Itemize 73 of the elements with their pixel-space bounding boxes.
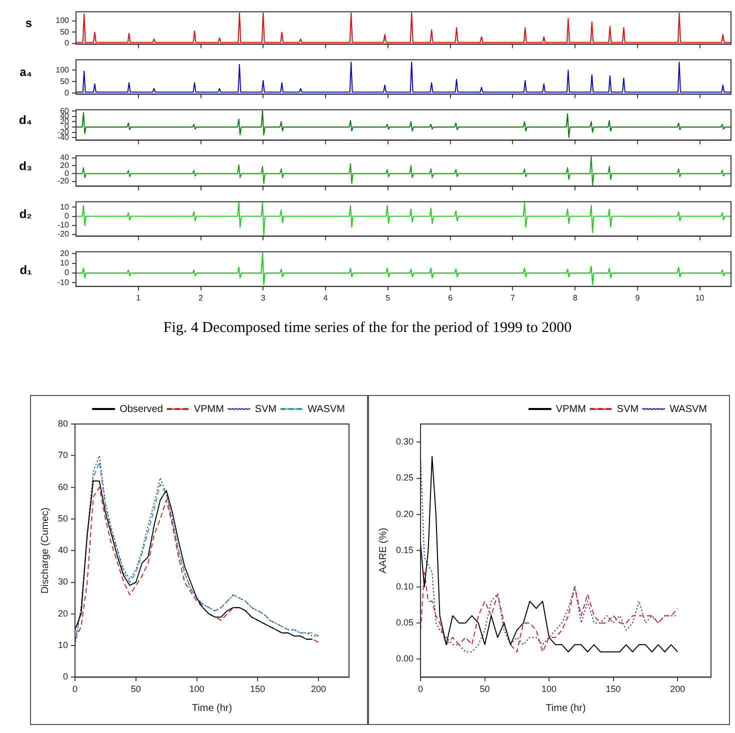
y-tick-label: 60 [58, 482, 68, 492]
y-tick-label: 20 [58, 608, 68, 618]
x-tick-label: 1 [136, 293, 142, 302]
y-axis-title: a₄ [18, 65, 32, 79]
y-axis-title: d₃ [18, 159, 32, 173]
y-axis-title: d₄ [18, 113, 32, 127]
y-tick-label: 0.25 [396, 472, 414, 483]
y-tick-label: 10 [60, 202, 70, 212]
y-tick-label: 0 [64, 268, 70, 278]
y-tick-label: 0.15 [396, 545, 414, 556]
line-series [420, 572, 678, 652]
y-tick-label: 100 [56, 16, 70, 26]
y-tick-label: 30 [58, 576, 68, 587]
legend-label: VPMM [556, 404, 586, 415]
y-tick-label: 50 [60, 27, 70, 36]
x-tick-label: 2 [198, 293, 204, 302]
y-tick-label: 0 [64, 211, 70, 220]
y-axis-title: d₂ [18, 207, 32, 221]
y-tick-label: 10 [60, 258, 70, 268]
y-tick-label: 10 [58, 640, 68, 650]
y-tick-label: -10 [57, 278, 70, 287]
x-tick-label: 200 [670, 684, 686, 694]
legend-label: SVM [616, 404, 639, 415]
x-tick-label: 150 [606, 684, 621, 694]
y-tick-label: -10 [57, 220, 70, 230]
x-tick-label: 200 [311, 684, 326, 694]
y-tick-label: -20 [57, 176, 70, 186]
x-tick-label: 10 [695, 293, 705, 302]
y-tick-label: 0.30 [396, 436, 414, 447]
x-tick-label: 3 [260, 293, 266, 302]
y-tick-label: 40 [60, 152, 70, 162]
y-tick-label: 20 [60, 248, 70, 258]
y-tick-label: 100 [56, 65, 70, 74]
y-axis-title: s [24, 16, 32, 30]
legend-label: WASVM [670, 404, 708, 415]
y-tick-label: 80 [58, 418, 68, 428]
x-tick-label: 100 [542, 684, 557, 694]
x-tick-label: 50 [130, 684, 141, 694]
x-tick-label: 150 [250, 684, 266, 694]
y-axis-title: AARE (%) [378, 528, 389, 574]
y-tick-label: 0 [62, 672, 68, 682]
legend-label: SVM [254, 404, 277, 415]
y-tick-label: 0.20 [396, 508, 414, 519]
y-tick-label: 0 [64, 88, 70, 98]
y-tick-label: 0.00 [396, 654, 414, 664]
y-tick-label: 40 [58, 545, 68, 556]
x-tick-label: 7 [510, 293, 516, 302]
caption: Fig. 4 Decomposed time series of the for the period of 1999 to 2000 [162, 320, 573, 337]
x-tick-label: 5 [386, 293, 391, 302]
y-tick-label: 0 [64, 38, 70, 48]
y-axis-title: d₁ [18, 263, 32, 277]
x-tick-label: 8 [572, 293, 578, 302]
x-tick-label: 0 [72, 684, 78, 694]
y-tick-label: 0 [64, 168, 70, 178]
x-tick-label: 6 [448, 293, 454, 302]
y-tick-label: -20 [57, 230, 70, 239]
x-tick-label: 100 [189, 684, 204, 694]
y-tick-label: 20 [60, 160, 70, 170]
y-tick-label: 50 [60, 76, 70, 86]
x-tick-label: 50 [480, 684, 490, 694]
x-axis-title: Time (hr) [546, 702, 586, 714]
x-axis-title: Time (hr) [192, 702, 232, 714]
y-tick-label: 0.05 [396, 617, 414, 628]
legend-label: VPMM [194, 404, 224, 415]
x-tick-label: 9 [635, 293, 640, 302]
y-axis-title: Discharge (Cumec) [40, 508, 51, 594]
legend-label: WASVM [308, 404, 346, 415]
y-tick-label: 70 [58, 450, 68, 460]
legend-label: Observed [120, 404, 163, 415]
x-tick-label: 4 [323, 293, 328, 302]
x-tick-label: 0 [418, 684, 424, 694]
y-tick-label: 50 [58, 513, 68, 524]
y-tick-label: 0.10 [396, 581, 414, 592]
